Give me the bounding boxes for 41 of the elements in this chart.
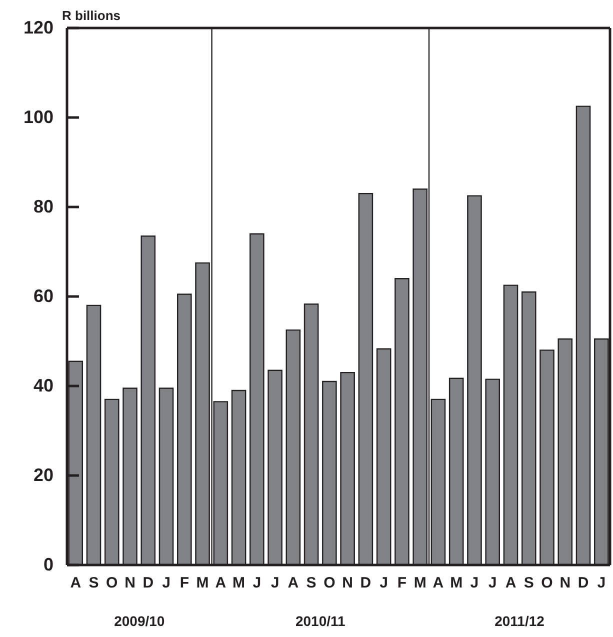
y-tick-label: 0 bbox=[43, 554, 54, 574]
x-tick-label: A bbox=[505, 574, 516, 592]
x-tick-label: A bbox=[70, 574, 82, 592]
x-tick-label: O bbox=[541, 574, 554, 592]
x-tick-label: F bbox=[180, 574, 189, 592]
x-tick-label: M bbox=[450, 574, 463, 592]
x-tick-label: D bbox=[578, 574, 589, 592]
x-tick-label: N bbox=[124, 574, 136, 592]
x-tick-label: S bbox=[524, 574, 534, 592]
x-tick-label: J bbox=[252, 574, 262, 592]
x-tick-label: A bbox=[432, 574, 444, 592]
x-tick-label: M bbox=[414, 574, 426, 592]
x-tick-label: N bbox=[560, 574, 571, 592]
text: 2009/10 bbox=[114, 613, 165, 629]
x-tick-label: J bbox=[470, 574, 479, 592]
x-tick-label: J bbox=[488, 574, 497, 592]
x-tick-label: J bbox=[380, 574, 388, 592]
x-tick-label: M bbox=[232, 574, 246, 592]
text: 2011/12 bbox=[494, 613, 545, 629]
x-tick-label: A bbox=[288, 574, 299, 592]
text: 2010/11 bbox=[295, 613, 346, 629]
y-tick-label: 60 bbox=[33, 286, 54, 306]
x-tick-label: S bbox=[306, 574, 316, 592]
x-tick-label: D bbox=[142, 574, 154, 592]
x-tick-label: M bbox=[196, 574, 209, 592]
x-tick-label: S bbox=[88, 574, 99, 592]
x-tick-label: J bbox=[597, 574, 606, 592]
y-axis-title: R billions bbox=[62, 8, 120, 23]
y-tick-label: 40 bbox=[33, 376, 54, 396]
x-tick-label: N bbox=[342, 574, 353, 592]
x-tick-label: O bbox=[106, 574, 118, 592]
y-tick-label: 120 bbox=[23, 18, 54, 38]
y-tick-label: 80 bbox=[33, 196, 54, 216]
x-tick-label: J bbox=[162, 574, 170, 592]
x-tick-label: O bbox=[324, 574, 336, 592]
x-tick-label: F bbox=[397, 574, 407, 592]
x-tick-label: D bbox=[360, 574, 372, 592]
y-tick-label: 20 bbox=[33, 465, 54, 485]
x-tick-label: J bbox=[270, 574, 280, 592]
y-tick-label: 100 bbox=[23, 107, 54, 127]
x-tick-label: A bbox=[215, 574, 226, 592]
